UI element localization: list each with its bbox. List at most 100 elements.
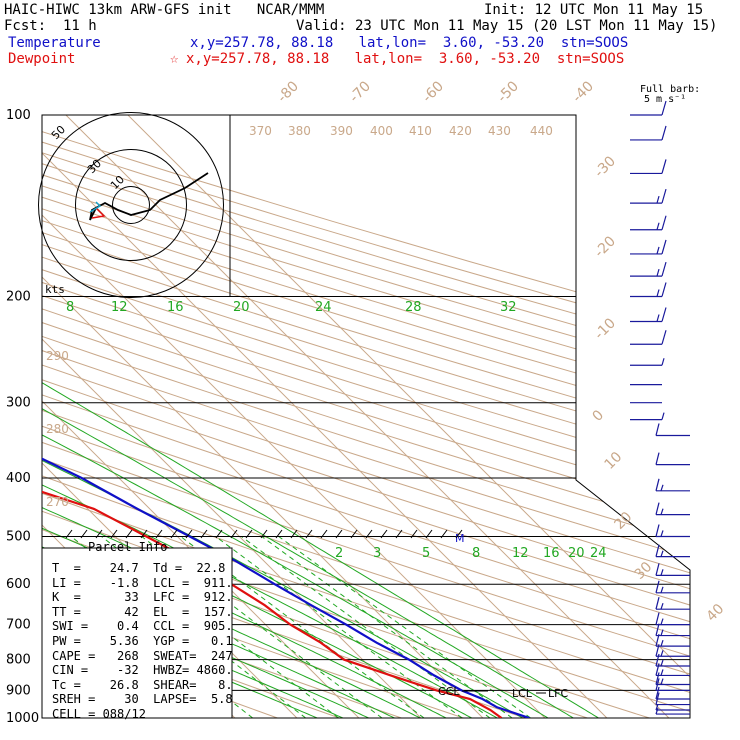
moist-adiabat-line bbox=[42, 115, 348, 718]
dry-adiabat-line bbox=[42, 115, 690, 718]
moist-adiabat-label: 28 bbox=[405, 300, 422, 315]
hatch-mark bbox=[125, 529, 133, 539]
wind-barb bbox=[630, 188, 667, 204]
barb-half bbox=[660, 569, 664, 576]
wind-barb bbox=[630, 261, 667, 277]
mixing-ratio-label: 24 bbox=[590, 546, 607, 561]
moist-adiabat-label: 20 bbox=[233, 300, 250, 315]
barb-flag bbox=[655, 423, 660, 436]
wind-barb bbox=[655, 452, 690, 466]
hatch-mark bbox=[230, 529, 238, 539]
dry-adiabat-line bbox=[42, 115, 690, 718]
hatch-mark bbox=[335, 529, 343, 539]
top-temp-label: -70 bbox=[347, 78, 374, 105]
mixing-ratio-line bbox=[70, 536, 307, 718]
mixing-ratio-line bbox=[261, 536, 513, 718]
mixing-ratio-label: 5 bbox=[422, 546, 430, 561]
barb-flag bbox=[655, 563, 660, 576]
hatch-mark bbox=[65, 529, 73, 539]
hatch-mark bbox=[395, 529, 403, 539]
wind-barb bbox=[655, 502, 690, 516]
temperature-legend: Temperature bbox=[8, 35, 101, 51]
pressure-label-900: 900 bbox=[6, 683, 31, 698]
barb-flag bbox=[655, 524, 660, 537]
moist-adiabat-label: 32 bbox=[500, 300, 517, 315]
hatch-mark bbox=[215, 529, 223, 539]
hatch-mark bbox=[455, 529, 463, 539]
right-temp-label: 40 bbox=[704, 601, 728, 625]
theta-label: 440 bbox=[530, 124, 553, 138]
barb-flag bbox=[661, 159, 667, 174]
barb-half bbox=[660, 530, 664, 537]
moist-adiabat-line bbox=[42, 115, 620, 718]
hatch-mark bbox=[440, 529, 448, 539]
barb-flag bbox=[655, 612, 660, 625]
isotherm-line bbox=[42, 115, 559, 718]
hodograph-ring bbox=[38, 112, 224, 298]
dry-adiabat-line bbox=[42, 115, 690, 718]
valid-time: Valid: 23 UTC Mon 11 May 15 (20 LST Mon … bbox=[296, 18, 718, 34]
hatch-mark bbox=[110, 529, 118, 539]
wind-barb bbox=[630, 215, 667, 231]
lfc-label: LFC bbox=[548, 687, 568, 700]
barb-half bbox=[660, 602, 664, 610]
dry-adiabat-line bbox=[42, 115, 376, 718]
wind-barb bbox=[655, 524, 690, 538]
parcel-index-row: CIN = -32 HWBZ= 4860. bbox=[52, 663, 233, 678]
moist-adiabat-line bbox=[42, 115, 571, 718]
moist-adiabat-label: 12 bbox=[111, 300, 128, 315]
hatch-mark bbox=[140, 529, 148, 539]
wind-barb bbox=[655, 597, 690, 610]
parcel-index-row: Tc = 26.8 SHEAR= 8. bbox=[52, 677, 233, 692]
wind-barb bbox=[655, 686, 690, 700]
wind-barbs bbox=[630, 100, 690, 715]
moist-adiabat-label: 8 bbox=[66, 300, 74, 315]
barb-flag bbox=[661, 307, 667, 322]
pressure-label-700: 700 bbox=[6, 618, 31, 633]
pressure-label-1000: 1000 bbox=[6, 711, 39, 726]
hatch-mark bbox=[185, 529, 193, 539]
ccl-label: CCL bbox=[438, 685, 460, 698]
dry-adiabat-line bbox=[42, 115, 439, 718]
temperature-curve bbox=[42, 115, 530, 718]
hatch-mark bbox=[95, 529, 103, 539]
wind-barb bbox=[630, 412, 665, 421]
moist-adiabat-line bbox=[42, 115, 397, 718]
wind-barb bbox=[630, 282, 667, 298]
hatch-mark bbox=[200, 529, 208, 539]
dry-adiabat-line bbox=[42, 115, 690, 718]
top-temp-label: -50 bbox=[495, 78, 522, 105]
hatch-mark bbox=[410, 529, 418, 539]
temperature-location: x,y=257.78, 88.18 lat,lon= 3.60, -53.20 … bbox=[190, 35, 629, 51]
forecast-hour: 11 h bbox=[63, 18, 97, 34]
dry-adiabat-line bbox=[42, 115, 690, 718]
hodograph-label-10: 10 bbox=[108, 173, 127, 192]
parcel-index-row: SWI = 0.4 CCL = 905. bbox=[52, 619, 233, 634]
wind-barb bbox=[630, 330, 667, 345]
barb-flag bbox=[661, 239, 667, 255]
hodograph-ring bbox=[75, 149, 187, 261]
barb-half bbox=[656, 246, 660, 255]
barb-half bbox=[660, 484, 664, 492]
right-temp-label: -30 bbox=[592, 153, 619, 180]
wind-barb bbox=[630, 239, 667, 255]
forecast-label: Fcst: bbox=[4, 18, 47, 34]
hatch-mark bbox=[245, 529, 253, 539]
top-temp-label: -80 bbox=[275, 78, 302, 105]
wind-barb bbox=[630, 307, 667, 323]
dry-adiabat-line bbox=[42, 115, 690, 718]
right-temp-label: -20 bbox=[592, 233, 619, 260]
mixing-ratio-label: 8 bbox=[472, 546, 480, 561]
parcel-info-title: Parcel Info bbox=[88, 540, 168, 554]
hatch-mark bbox=[305, 529, 313, 539]
hodograph-storm-trace bbox=[89, 201, 102, 213]
top-temp-label: -60 bbox=[420, 78, 447, 105]
wind-barb bbox=[655, 580, 690, 594]
parcel-index-row: SREH = 30 LAPSE= 5.8 bbox=[52, 692, 233, 707]
dewpoint-star-icon: ☆ bbox=[170, 51, 179, 67]
barb-half bbox=[660, 659, 664, 667]
parcel-index-row: CELL = 088/12 bbox=[52, 707, 146, 721]
barb-flag bbox=[661, 215, 667, 230]
right-temp-label: 10 bbox=[602, 449, 626, 473]
